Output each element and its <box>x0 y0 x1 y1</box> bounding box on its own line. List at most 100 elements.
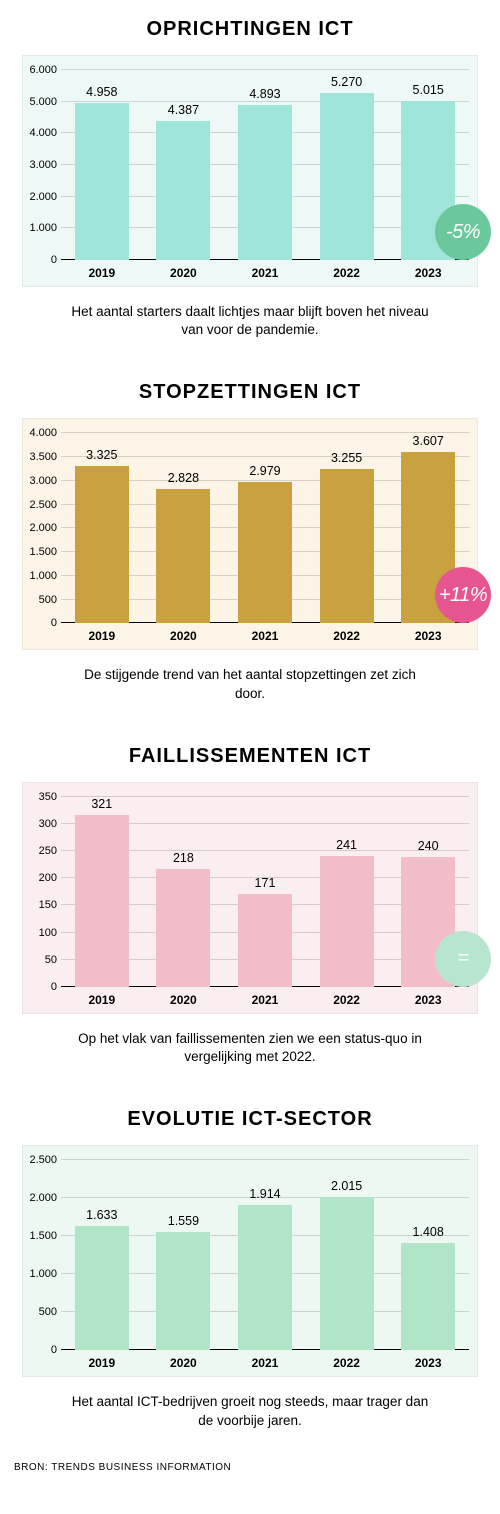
x-axis: 20192020202120222023 <box>61 629 469 643</box>
x-tick-label: 2019 <box>61 1356 143 1370</box>
bar-value-label: 3.607 <box>413 434 444 448</box>
source-line: BRON: TRENDS BUSINESS INFORMATION <box>0 1454 500 1487</box>
bar <box>156 121 210 260</box>
y-tick-label: 350 <box>25 791 57 803</box>
bars-container: 4.958 4.387 4.893 5.270 5.015 <box>61 70 469 260</box>
bar-slot: 1.559 <box>143 1160 225 1350</box>
bar <box>238 894 292 987</box>
chart-caption: De stijgende trend van het aantal stopze… <box>70 666 430 702</box>
bar-value-label: 171 <box>255 876 276 890</box>
x-tick-label: 2023 <box>387 629 469 643</box>
y-tick-label: 2.000 <box>25 522 57 534</box>
x-axis: 20192020202120222023 <box>61 266 469 280</box>
bar-value-label: 5.270 <box>331 75 362 89</box>
bar <box>238 482 292 624</box>
x-tick-label: 2021 <box>224 1356 306 1370</box>
chart-caption: Het aantal ICT-bedrijven groeit nog stee… <box>70 1393 430 1429</box>
y-tick-label: 1.500 <box>25 546 57 558</box>
bars-container: 3.325 2.828 2.979 3.255 3.607 <box>61 433 469 623</box>
chart-title: STOPZETTINGEN ICT <box>22 381 478 404</box>
y-tick-label: 50 <box>25 954 57 966</box>
bar-slot: 1.408 <box>387 1160 469 1350</box>
y-tick-label: 150 <box>25 899 57 911</box>
x-axis: 20192020202120222023 <box>61 1356 469 1370</box>
bar-value-label: 5.015 <box>413 83 444 97</box>
chart-title: FAILLISSEMENTEN ICT <box>22 745 478 768</box>
x-tick-label: 2023 <box>387 993 469 1007</box>
x-axis: 20192020202120222023 <box>61 993 469 1007</box>
bar-slot: 3.325 <box>61 433 143 623</box>
chart-wrap: 0 50 100 150 200 250 300 350 321 218 171 241 240 2019… <box>22 782 478 1014</box>
y-tick-label: 1.000 <box>25 570 57 582</box>
bar-value-label: 321 <box>91 797 112 811</box>
bar-value-label: 2.015 <box>331 1179 362 1193</box>
bar-value-label: 2.828 <box>168 471 199 485</box>
bar-value-label: 3.325 <box>86 448 117 462</box>
bar-slot: 1.633 <box>61 1160 143 1350</box>
bar <box>156 489 210 623</box>
bar-slot: 5.270 <box>306 70 388 260</box>
bar-value-label: 241 <box>336 838 357 852</box>
chart-caption: Het aantal starters daalt lichtjes maar … <box>70 303 430 339</box>
y-tick-label: 6.000 <box>25 64 57 76</box>
bar-slot: 3.255 <box>306 433 388 623</box>
bar <box>75 466 129 624</box>
bars-container: 321 218 171 241 240 <box>61 797 469 987</box>
bar-slot: 2.979 <box>224 433 306 623</box>
plot-area: 05001.0001.5002.0002.5001.6331.5591.9142… <box>61 1160 469 1350</box>
y-tick-label: 5.000 <box>25 96 57 108</box>
change-badge: -5% <box>435 204 491 260</box>
y-tick-label: 250 <box>25 845 57 857</box>
bar-slot: 2.828 <box>143 433 225 623</box>
bar-value-label: 240 <box>418 839 439 853</box>
bar-slot: 171 <box>224 797 306 987</box>
y-tick-label: 300 <box>25 818 57 830</box>
y-tick-label: 0 <box>25 617 57 629</box>
x-tick-label: 2020 <box>143 993 225 1007</box>
y-tick-label: 200 <box>25 872 57 884</box>
bar <box>238 1205 292 1350</box>
x-tick-label: 2021 <box>224 993 306 1007</box>
bar <box>320 469 374 624</box>
plot-area: 05001.0001.5002.0002.5003.0003.5004.0003… <box>61 433 469 623</box>
y-tick-label: 0 <box>25 254 57 266</box>
x-tick-label: 2020 <box>143 266 225 280</box>
x-tick-label: 2020 <box>143 1356 225 1370</box>
chart-section: EVOLUTIE ICT-SECTOR05001.0001.5002.0002.… <box>0 1090 500 1453</box>
y-tick-label: 1.000 <box>25 1268 57 1280</box>
y-tick-label: 100 <box>25 927 57 939</box>
bar-slot: 321 <box>61 797 143 987</box>
bar-value-label: 4.893 <box>249 87 280 101</box>
y-tick-label: 2.000 <box>25 1192 57 1204</box>
change-badge: +11% <box>435 567 491 623</box>
bar-value-label: 3.255 <box>331 451 362 465</box>
y-tick-label: 0 <box>25 981 57 993</box>
chart-section: FAILLISSEMENTEN ICT 0 50 100 150 200 250 300 350… <box>0 727 500 1090</box>
bar-slot: 4.387 <box>143 70 225 260</box>
bar-slot: 2.015 <box>306 1160 388 1350</box>
y-tick-label: 0 <box>25 1344 57 1356</box>
chart-section: OPRICHTINGEN ICT01.0002.0003.0004.0005.0… <box>0 0 500 363</box>
y-tick-label: 2.000 <box>25 191 57 203</box>
bar-value-label: 218 <box>173 851 194 865</box>
bar-slot: 218 <box>143 797 225 987</box>
bar <box>320 856 374 987</box>
y-tick-label: 3.000 <box>25 159 57 171</box>
bar-value-label: 1.633 <box>86 1208 117 1222</box>
bar <box>320 93 374 260</box>
bar-value-label: 1.408 <box>413 1225 444 1239</box>
bar-value-label: 4.958 <box>86 85 117 99</box>
plot-area: 050100150200250300350321218171241240 <box>61 797 469 987</box>
bars-container: 1.633 1.559 1.914 2.015 1.408 <box>61 1160 469 1350</box>
bar-value-label: 1.914 <box>249 1187 280 1201</box>
x-tick-label: 2023 <box>387 266 469 280</box>
bar <box>401 1243 455 1350</box>
chart-wrap: 05001.0001.5002.0002.5003.0003.5004.0003… <box>22 418 478 650</box>
x-tick-label: 2020 <box>143 629 225 643</box>
y-tick-label: 1.500 <box>25 1230 57 1242</box>
x-tick-label: 2021 <box>224 629 306 643</box>
bar-slot: 4.958 <box>61 70 143 260</box>
bar <box>320 1197 374 1350</box>
x-tick-label: 2023 <box>387 1356 469 1370</box>
y-tick-label: 2.500 <box>25 499 57 511</box>
